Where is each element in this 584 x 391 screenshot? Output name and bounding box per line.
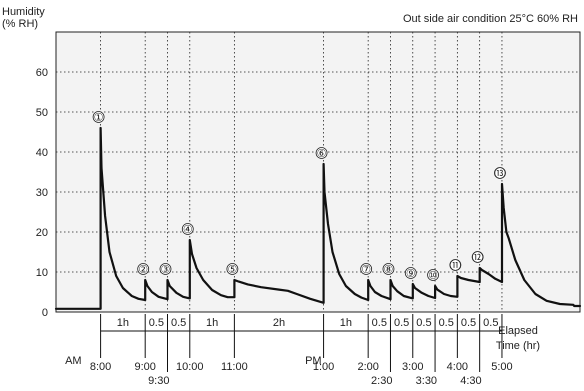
interval-label: 0.5 bbox=[416, 317, 431, 329]
event-marker-label: ⑫ bbox=[472, 251, 483, 264]
event-marker-label: ⑩ bbox=[428, 270, 438, 282]
event-marker-label: ⑧ bbox=[384, 264, 394, 276]
time-labels: 8:00 9:00 9:30 10:00 11:00 1:00 2:00 2:30 3:00 3:… bbox=[65, 325, 540, 387]
event-marker: ⑪ bbox=[449, 259, 462, 272]
event-marker-label: ① bbox=[94, 112, 104, 124]
event-marker-label: ⑥ bbox=[317, 148, 327, 160]
interval-label: 0.5 bbox=[372, 317, 387, 329]
time-tick-label: 4:30 bbox=[460, 375, 481, 387]
interval-label: 0.5 bbox=[149, 317, 164, 329]
axis-layer: 0 10 20 30 40 50 60 bbox=[36, 67, 48, 319]
x-axis-label: Elapsed bbox=[498, 325, 538, 337]
y-tick-label: 50 bbox=[36, 107, 48, 119]
event-marker-circle bbox=[360, 263, 373, 275]
event-marker: ④ bbox=[181, 223, 194, 236]
event-marker: ① bbox=[92, 111, 105, 124]
event-marker-label: ⑤ bbox=[227, 264, 237, 276]
event-marker-circle bbox=[427, 269, 439, 281]
interval-label: 0.5 bbox=[483, 317, 498, 329]
event-marker: ⑤ bbox=[226, 263, 239, 276]
y-tick-label: 60 bbox=[36, 67, 48, 79]
time-tick-label: 9:30 bbox=[148, 375, 169, 387]
event-marker: ③ bbox=[159, 263, 172, 276]
event-marker-label: ④ bbox=[183, 224, 193, 236]
event-marker-circle bbox=[181, 223, 194, 235]
y-tick-label: 30 bbox=[36, 187, 48, 199]
event-marker-circle bbox=[449, 259, 462, 271]
time-tick-label: 4:00 bbox=[447, 361, 468, 373]
interval-label: 1h bbox=[206, 317, 218, 329]
time-tick-label: 1:00 bbox=[313, 361, 334, 373]
y-tick-label: 10 bbox=[36, 267, 48, 279]
chart-header: Humidity(% RH) Out side air condition 25°… bbox=[2, 6, 578, 30]
time-tick-label: 2:30 bbox=[371, 375, 392, 387]
interval-label: 0.5 bbox=[439, 317, 454, 329]
interval-label: 0.5 bbox=[461, 317, 476, 329]
am-marker: AM bbox=[65, 355, 82, 367]
event-marker-circle bbox=[315, 147, 328, 159]
time-tick-label: 5:00 bbox=[491, 361, 512, 373]
time-tick-label: 2:00 bbox=[357, 361, 378, 373]
event-marker-circle bbox=[382, 263, 395, 275]
curve-layer bbox=[54, 126, 582, 310]
y-tick-label: 40 bbox=[36, 147, 48, 159]
condition-note: Out side air condition 25°C 60% RH bbox=[403, 13, 578, 25]
event-marker-circle bbox=[494, 167, 506, 179]
time-tick-label: 3:30 bbox=[416, 375, 437, 387]
event-marker-label: ⑨ bbox=[406, 268, 416, 280]
y-tick-label: 20 bbox=[36, 227, 48, 239]
pm-marker: PM bbox=[305, 355, 322, 367]
event-marker-label: ⑦ bbox=[361, 264, 371, 276]
humidity-curve bbox=[54, 126, 582, 310]
y-axis-label: Humidity bbox=[2, 6, 45, 18]
y-tick-label: 0 bbox=[42, 307, 48, 319]
event-marker: ⑫ bbox=[471, 251, 484, 264]
event-marker-circle bbox=[159, 263, 172, 275]
event-marker-label: ⑬ bbox=[494, 167, 505, 180]
event-marker: ⑧ bbox=[382, 263, 395, 276]
y-axis-label: (% RH) bbox=[2, 18, 38, 30]
event-marker-label: ② bbox=[138, 264, 148, 276]
event-marker: ⑥ bbox=[315, 147, 328, 160]
event-marker-label: ⑪ bbox=[450, 259, 461, 272]
event-marker-circle bbox=[137, 263, 150, 275]
event-marker-circle bbox=[92, 111, 105, 123]
time-tick-label: 8:00 bbox=[90, 361, 111, 373]
interval-label: 0.5 bbox=[171, 317, 186, 329]
time-tick-label: 9:00 bbox=[134, 361, 155, 373]
interval-label: 1h bbox=[117, 317, 129, 329]
event-marker: ⑩ bbox=[427, 269, 439, 282]
interval-label: 2h bbox=[273, 317, 285, 329]
interval-bracket: 1h 0.5 0.5 1h 2h 1h 0.5 0.5 0.5 0.5 0.5 0.5 bbox=[100, 314, 503, 372]
event-marker-label: ③ bbox=[161, 264, 171, 276]
event-marker: ⑬ bbox=[494, 167, 506, 180]
event-marker-circle bbox=[471, 251, 484, 263]
event-marker: ⑨ bbox=[404, 267, 417, 280]
time-tick-label: 10:00 bbox=[176, 361, 204, 373]
time-tick-label: 11:00 bbox=[221, 361, 248, 373]
event-marker-circle bbox=[404, 267, 417, 279]
interval-label: 0.5 bbox=[394, 317, 409, 329]
event-marker: ② bbox=[137, 263, 150, 276]
x-axis-label: Time (hr) bbox=[496, 340, 540, 352]
event-marker-circle bbox=[226, 263, 239, 275]
event-marker: ⑦ bbox=[360, 263, 373, 276]
time-tick-label: 3:00 bbox=[402, 361, 423, 373]
interval-label: 1h bbox=[340, 317, 352, 329]
